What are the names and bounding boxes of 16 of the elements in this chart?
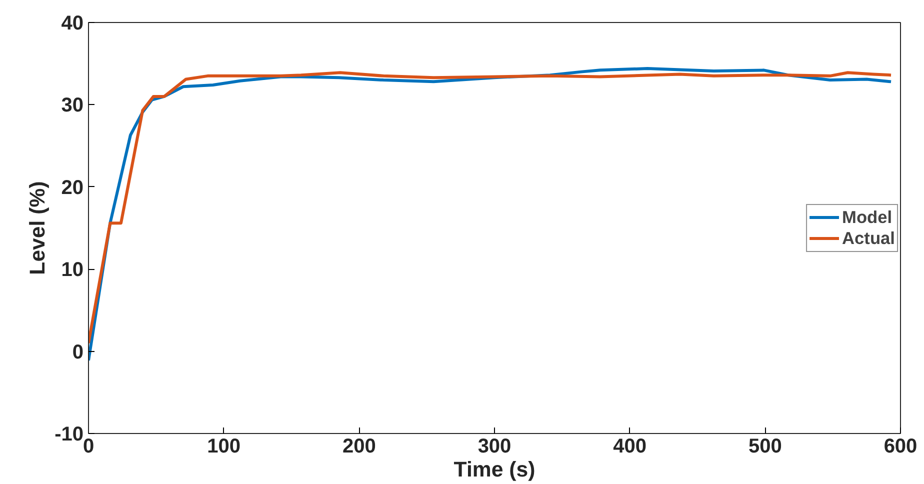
x-tick-label: 300 bbox=[478, 436, 512, 458]
y-tick-label: 30 bbox=[61, 94, 84, 117]
x-tick-label: 600 bbox=[884, 436, 918, 458]
y-tick-label: 0 bbox=[72, 341, 84, 364]
y-tick-label: 10 bbox=[61, 259, 84, 282]
legend-label: Model bbox=[842, 206, 892, 228]
x-tick-label: 400 bbox=[613, 436, 647, 458]
legend-label: Actual bbox=[842, 228, 895, 248]
y-tick-label: 40 bbox=[61, 12, 84, 34]
x-tick-label: 200 bbox=[342, 436, 376, 458]
y-tick-label: 20 bbox=[61, 176, 84, 199]
x-tick-label: 500 bbox=[748, 436, 782, 458]
x-tick-label: 100 bbox=[207, 436, 241, 458]
y-axis-title: Level (%) bbox=[26, 181, 50, 275]
y-tick-label: -10 bbox=[54, 424, 84, 446]
x-axis-title: Time (s) bbox=[454, 458, 536, 482]
